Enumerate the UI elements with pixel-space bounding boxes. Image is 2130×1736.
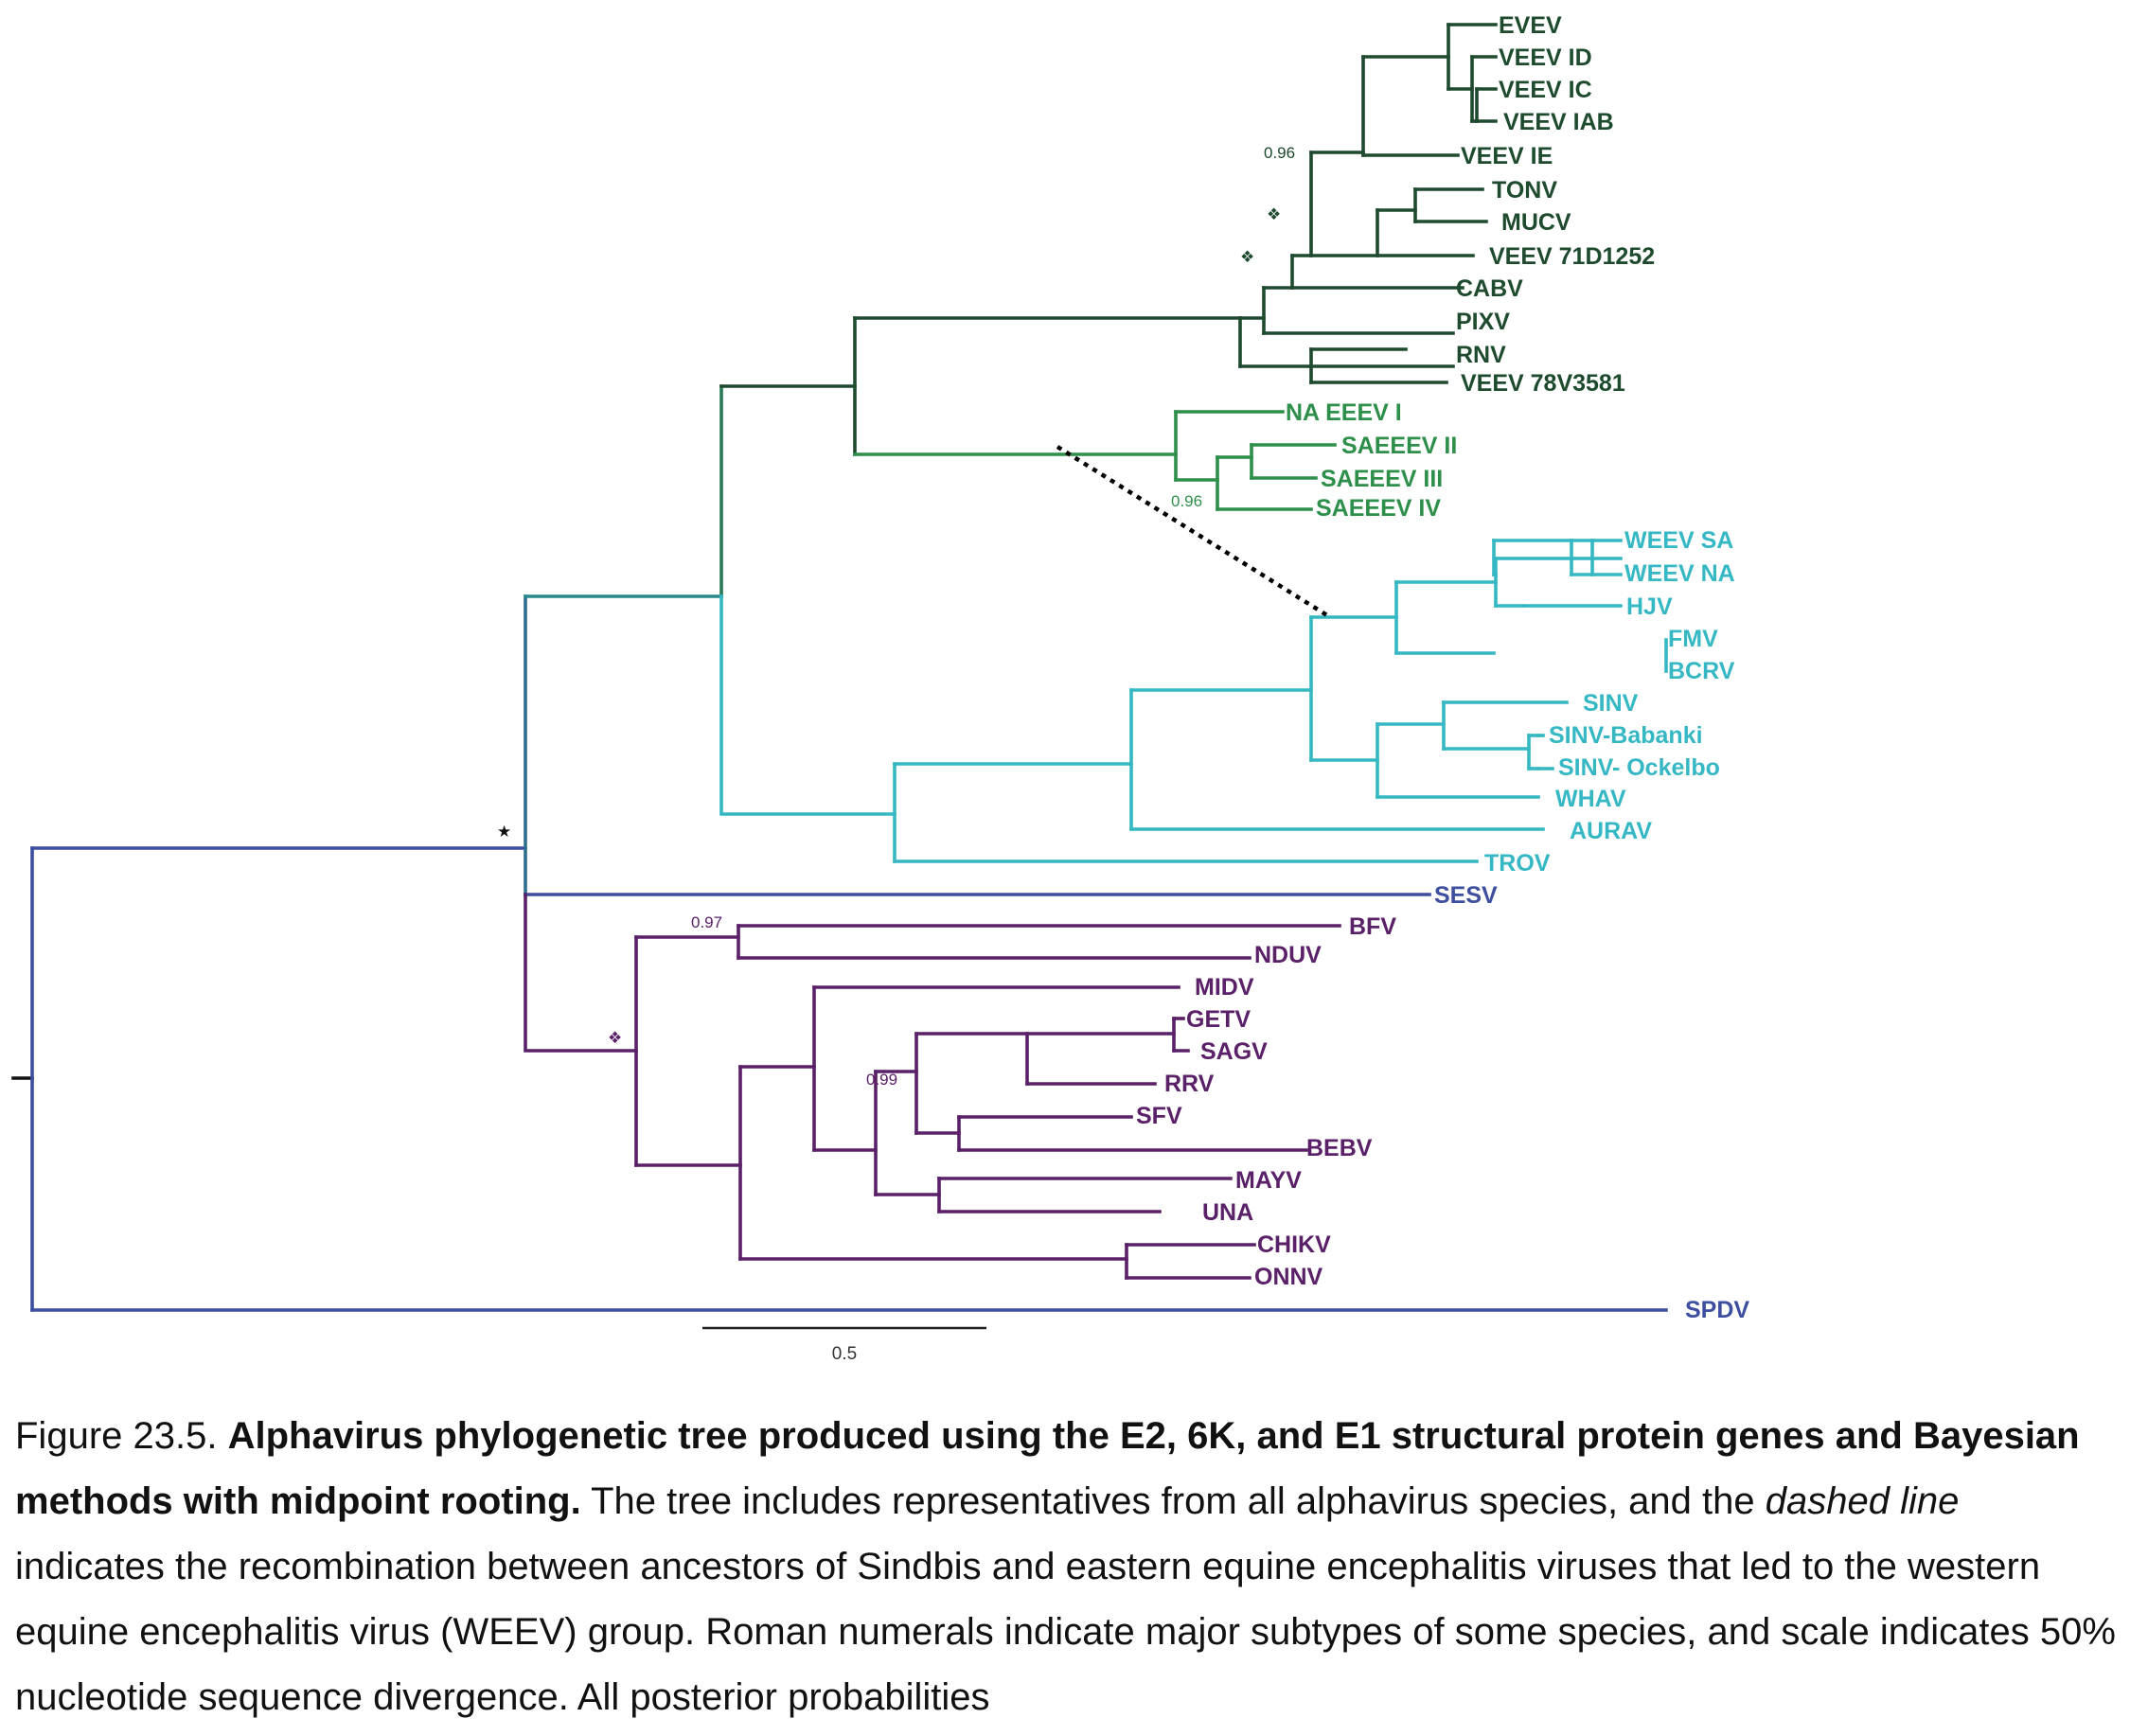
veev-labels: EVEV VEEV ID VEEV IC VEEV IAB VEEV IE TO…: [1456, 12, 1655, 397]
eeev-clade: [1174, 410, 1337, 511]
taxon-label: VEEV IC: [1499, 77, 1592, 103]
taxon-label: NA EEEV I: [1286, 399, 1402, 426]
taxon-label: MUCV: [1501, 209, 1571, 236]
diamond-marker-sf: ❖: [608, 1029, 622, 1047]
support-eeev-096: 0.96: [1171, 492, 1202, 510]
taxon-label: CABV: [1456, 275, 1523, 302]
veev-clade: [1238, 23, 1498, 384]
taxon-label: VEEV 78V3581: [1461, 370, 1625, 397]
eeev-labels: NA EEEV I SAEEEV II SAEEEV III SAEEEV IV: [1286, 399, 1457, 522]
support-sfv-099: 0.99: [866, 1071, 897, 1089]
taxon-label: EVEV: [1499, 12, 1562, 39]
taxon-label: MAYV: [1235, 1167, 1302, 1194]
taxon-label: SAEEEV III: [1321, 466, 1443, 492]
taxon-label: AURAV: [1570, 818, 1652, 844]
weev-label-ticks: [1492, 539, 1668, 771]
taxon-label: HJV: [1626, 593, 1673, 620]
weev-sinv-clade: [893, 539, 1594, 863]
taxon-label: WHAV: [1555, 786, 1626, 812]
taxon-label: FMV: [1668, 626, 1718, 652]
support-veev-096: 0.96: [1264, 144, 1295, 162]
scale-bar-label: 0.5: [832, 1344, 857, 1364]
taxon-label: MIDV: [1195, 974, 1254, 1001]
figure-number: Figure 23.5.: [15, 1415, 218, 1457]
taxon-label: WEEV SA: [1624, 527, 1733, 554]
taxon-label: SAEEEV IV: [1316, 495, 1441, 522]
weev-sinv-stem: [719, 594, 896, 816]
taxon-label: RRV: [1164, 1071, 1215, 1097]
taxon-label: SAEEEV II: [1341, 433, 1457, 459]
taxon-label: SESV: [1434, 882, 1498, 909]
taxon-label: VEEV IE: [1461, 143, 1553, 169]
taxon-label: CHIKV: [1257, 1231, 1331, 1258]
sf-clade: [634, 924, 1341, 1280]
taxon-label: SAGV: [1200, 1038, 1268, 1065]
taxon-label: WEEV NA: [1624, 560, 1735, 587]
taxon-label: VEEV IAB: [1503, 109, 1614, 135]
star-marker-root: ★: [497, 823, 511, 841]
taxon-label: BEBV: [1306, 1135, 1373, 1161]
taxon-label: SFV: [1136, 1103, 1182, 1129]
phylogenetic-tree: 0.5 0.96 0.96 0.97 0.99 ❖ ❖ ❖ ★ EVEV VEE…: [11, 12, 1749, 1364]
caption-text-2: indicates the recombination between ance…: [15, 1546, 2116, 1718]
diamond-marker-veev-1: ❖: [1267, 205, 1281, 223]
taxon-label: VEEV 71D1252: [1489, 243, 1655, 270]
caption-dashed-term: dashed line: [1765, 1480, 1960, 1522]
taxon-label: NDUV: [1254, 942, 1322, 968]
taxon-label: ONNV: [1254, 1264, 1323, 1290]
taxon-label: BFV: [1349, 913, 1396, 940]
root-branches: [30, 846, 1668, 1312]
caption-title: Alphavirus phylogenetic tree produced us…: [15, 1415, 2080, 1522]
figure-caption: Figure 23.5. Alphavirus phylogenetic tre…: [15, 1404, 2119, 1730]
taxon-label: GETV: [1186, 1006, 1251, 1033]
weev-sinv-labels: WEEV SA WEEV NA HJV FMV BCRV SINV SINV-B…: [1484, 527, 1735, 877]
taxon-label: SINV- Ockelbo: [1558, 754, 1720, 781]
taxon-label: TROV: [1484, 850, 1551, 877]
caption-text-1: The tree includes representatives from a…: [591, 1480, 1755, 1522]
taxon-label: VEEV ID: [1499, 44, 1592, 71]
diamond-marker-veev-2: ❖: [1240, 248, 1254, 266]
taxon-label: PIXV: [1456, 309, 1510, 335]
sf-clade-stem: [524, 893, 638, 1053]
taxon-label: SINV: [1583, 690, 1639, 717]
support-bfv-097: 0.97: [691, 913, 722, 931]
taxon-label: SPDV: [1685, 1297, 1749, 1323]
taxon-label: SINV-Babanki: [1549, 722, 1703, 749]
taxon-label: UNA: [1202, 1199, 1253, 1226]
sf-labels: BFV NDUV MIDV GETV SAGV RRV SFV BEBV MAY…: [1136, 913, 1396, 1290]
taxon-label: RNV: [1456, 342, 1506, 368]
taxon-label: BCRV: [1668, 658, 1735, 684]
taxon-label: TONV: [1492, 177, 1557, 204]
recombination-dashed-line: [1056, 445, 1332, 619]
